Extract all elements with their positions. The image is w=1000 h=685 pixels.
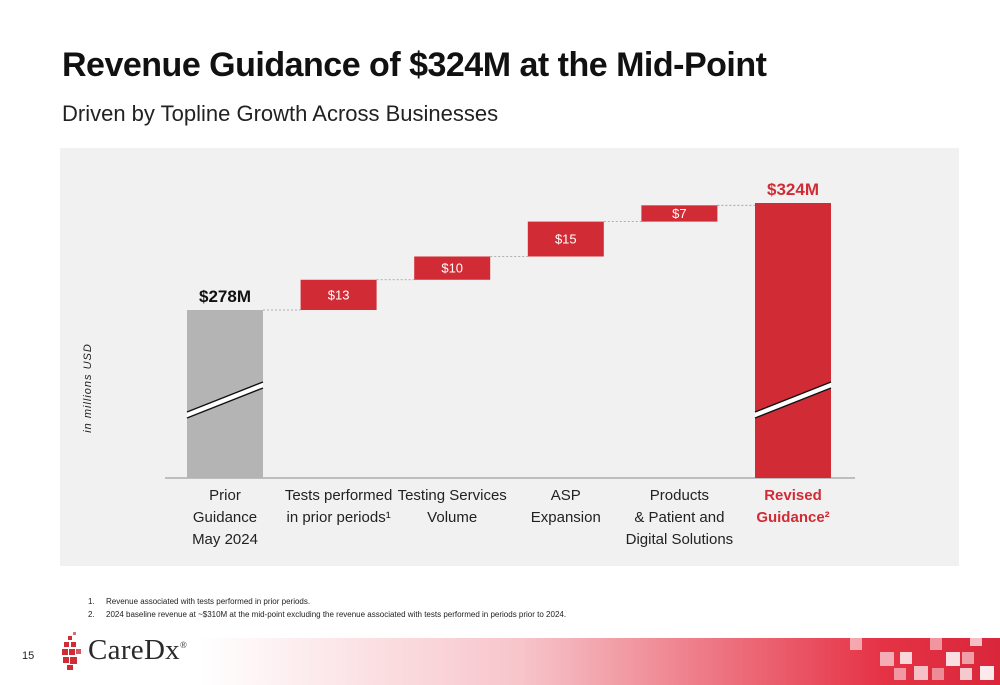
category-label: ASP bbox=[551, 487, 581, 504]
data-label: $13 bbox=[328, 287, 350, 302]
waterfall-chart: in millions USD $278M Prior Guidance May 202… bbox=[82, 180, 855, 548]
category-label: Prior bbox=[209, 487, 241, 504]
category-label: & Patient and bbox=[634, 509, 724, 526]
category-label: Revised bbox=[764, 487, 822, 504]
footnotes: 1. Revenue associated with tests perform… bbox=[88, 595, 566, 621]
category-label: Digital Solutions bbox=[626, 531, 734, 548]
category-label: May 2024 bbox=[192, 531, 258, 548]
footnote-text: Revenue associated with tests performed … bbox=[106, 597, 311, 606]
footer-pixel-pattern bbox=[850, 634, 994, 680]
data-label: $278M bbox=[199, 287, 251, 306]
logo-wordmark: CareDx bbox=[88, 634, 180, 666]
data-label: $10 bbox=[441, 261, 463, 276]
increment-bar bbox=[641, 205, 718, 222]
footnote-text: 2024 baseline revenue at ~$310M at the m… bbox=[106, 610, 567, 619]
increment-bar bbox=[300, 279, 377, 310]
registered-mark: ® bbox=[180, 640, 188, 650]
category-label: Products bbox=[650, 487, 709, 504]
category-label: Volume bbox=[427, 509, 477, 526]
category-label: Tests performed bbox=[285, 487, 393, 504]
axis-break-line bbox=[186, 387, 264, 419]
category-label: Guidance bbox=[193, 509, 257, 526]
footnote-1: 1. Revenue associated with tests perform… bbox=[88, 595, 566, 608]
y-axis-label: in millions USD bbox=[82, 343, 94, 433]
caredx-logo: CareDx® bbox=[88, 634, 187, 667]
footnote-number: 2. bbox=[88, 610, 95, 619]
total-bar bbox=[187, 310, 263, 478]
category-label: Guidance² bbox=[756, 509, 829, 526]
data-label: $7 bbox=[672, 206, 686, 221]
category-label: Testing Services bbox=[398, 487, 507, 504]
page-title: Revenue Guidance of $324M at the Mid-Poi… bbox=[62, 46, 767, 84]
data-label: $324M bbox=[767, 180, 819, 199]
data-label: $15 bbox=[555, 232, 577, 247]
total-bar bbox=[755, 203, 831, 478]
category-label: Expansion bbox=[531, 509, 601, 526]
footnote-number: 1. bbox=[88, 597, 95, 606]
category-label: in prior periods¹ bbox=[286, 509, 390, 526]
page-number: 15 bbox=[22, 650, 35, 662]
axis-break-line bbox=[754, 387, 832, 419]
waterfall-chart-panel: in millions USD $278M Prior Guidance May 202… bbox=[60, 148, 959, 566]
increment-bar bbox=[414, 256, 491, 280]
footer-gradient-band bbox=[200, 638, 1000, 685]
caredx-logo-mark bbox=[62, 632, 81, 670]
increment-bar bbox=[527, 221, 604, 257]
page-subtitle: Driven by Topline Growth Across Business… bbox=[62, 101, 499, 126]
axis-break-mark bbox=[755, 382, 831, 418]
axis-break-mark bbox=[187, 382, 263, 418]
axis-break-line bbox=[754, 381, 832, 413]
axis-break-line bbox=[186, 381, 264, 413]
footnote-2: 2. 2024 baseline revenue at ~$310M at th… bbox=[88, 608, 566, 621]
